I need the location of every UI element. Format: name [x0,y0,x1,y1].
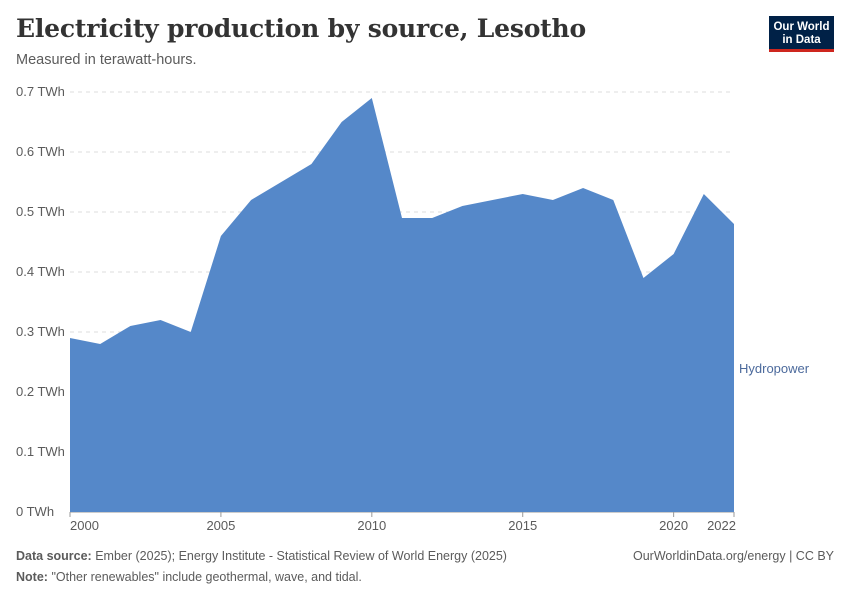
series-labels: Hydropower [739,361,810,376]
y-tick-label: 0.2 TWh [16,384,65,399]
y-axis-ticks: 0 TWh 0.1 TWh 0.2 TWh 0.3 TWh 0.4 TWh 0.5 TWh… [16,84,65,519]
note-text: "Other renewables" include geothermal, w… [51,570,362,584]
y-tick-label: 0.4 TWh [16,264,65,279]
data-source-label: Data source: [16,549,92,563]
y-tick-label: 0.7 TWh [16,84,65,99]
note-label: Note: [16,570,48,584]
x-tick-label: 2020 [659,518,688,533]
chart-subtitle: Measured in terawatt-hours. [16,52,197,68]
y-tick-label: 0 TWh [16,504,54,519]
owid-logo[interactable]: Our World in Data [769,16,834,52]
y-tick-label: 0.1 TWh [16,444,65,459]
area-hydropower[interactable] [70,98,734,512]
series-label-hydropower[interactable]: Hydropower [739,361,810,376]
x-axis-ticks: 2000 2005 2010 2015 2020 2022 [69,512,736,533]
x-tick-label: 2015 [508,518,537,533]
x-tick-label: 2005 [206,518,235,533]
data-source-text: Ember (2025); Energy Institute - Statist… [95,549,507,563]
chart-title: Electricity production by source, Lesoth… [16,14,586,43]
y-tick-label: 0.3 TWh [16,324,65,339]
logo-line-2: in Data [782,34,821,46]
credit-link[interactable]: OurWorldinData.org/energy | CC BY [632,549,834,563]
logo-line-1: Our World [773,21,830,33]
y-tick-label: 0.6 TWh [16,144,65,159]
y-tick-label: 0.5 TWh [16,204,65,219]
chart-note: Note: "Other renewables" include geother… [16,570,362,584]
area-layer [70,98,734,512]
data-source: Data source: Ember (2025); Energy Instit… [16,549,507,563]
x-tick-label: 2000 [70,518,99,533]
x-tick-label: 2022 [707,518,736,533]
x-tick-label: 2010 [357,518,386,533]
